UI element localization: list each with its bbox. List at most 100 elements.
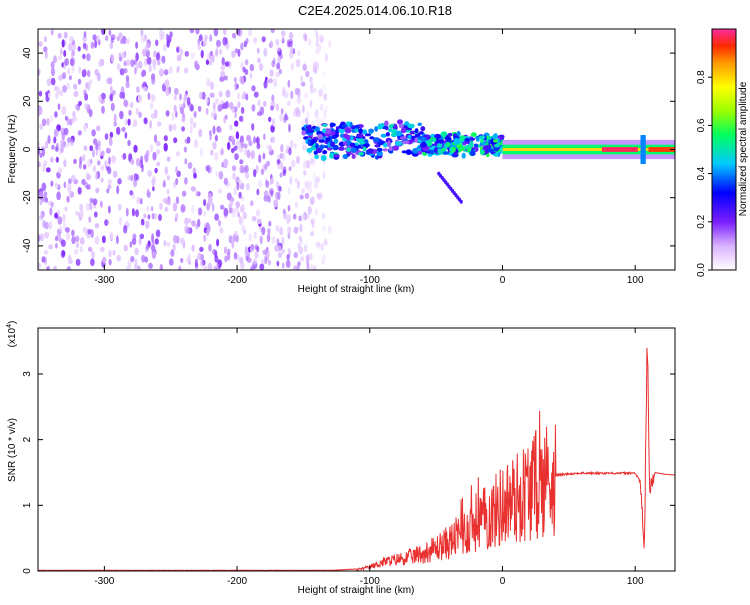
spectrogram-cell: [50, 180, 54, 187]
carrier-peak: [602, 147, 638, 152]
colorbar-tick-label: 0.4: [696, 166, 707, 180]
spectrogram-cell: [89, 145, 94, 152]
spectrogram-cell: [306, 257, 310, 267]
spectrogram-cell: [296, 95, 302, 105]
y-tick-label: 0: [22, 146, 33, 152]
spectrogram-cell: [330, 141, 335, 148]
spectrogram-cell: [107, 77, 113, 85]
spectrogram-cell: [95, 187, 100, 194]
spectrogram-cell: [53, 265, 57, 270]
spectrogram-cell: [313, 87, 317, 93]
spectrogram-cell: [179, 93, 182, 101]
spectrogram-cell: [123, 244, 128, 252]
spectrogram-cell: [230, 135, 235, 141]
spectrogram-cell: [197, 207, 203, 216]
spectrogram-cell: [281, 30, 286, 37]
spectrogram-cell: [77, 187, 82, 195]
spectrogram-cell: [121, 35, 127, 45]
spectrogram-cell: [48, 221, 53, 230]
spectrogram-cell: [245, 93, 249, 101]
spectrogram-cell: [100, 165, 105, 171]
spectrogram-cell: [315, 176, 320, 184]
spectrogram-cell: [105, 147, 111, 154]
spectrogram-cell: [175, 178, 179, 186]
spectrogram-cell: [292, 111, 296, 117]
spectrogram-cell: [189, 117, 194, 126]
spectrogram-cell: [63, 159, 67, 168]
spectrogram-cell: [346, 121, 351, 127]
spectrogram-cell: [145, 220, 150, 229]
spectrogram-cell: [417, 151, 423, 155]
spectrogram-cell: [124, 131, 128, 139]
spectrogram-cell: [105, 165, 110, 171]
spectrogram-cell: [216, 39, 221, 48]
spectrogram-cell: [88, 246, 92, 252]
spectrogram-cell: [117, 203, 122, 211]
spectrogram-cell: [324, 105, 329, 112]
spectrogram-cell: [231, 240, 235, 249]
spectrogram-cell: [267, 228, 271, 235]
spectrogram-cell: [312, 172, 316, 179]
spectrogram-cell: [494, 143, 500, 148]
spectrogram-cell: [61, 132, 65, 141]
spectrogram-cell: [77, 130, 82, 136]
spectrogram-cell: [161, 31, 166, 38]
spectrogram-cell: [119, 91, 124, 99]
spectrogram-cell: [180, 204, 186, 213]
spectrogram-cell: [215, 262, 219, 268]
spectrogram-cell: [275, 38, 280, 46]
spectrogram-cell: [238, 191, 242, 199]
spectrogram-cell: [60, 239, 66, 247]
spectrogram-cell: [135, 41, 139, 49]
spectrogram-cell: [326, 147, 333, 151]
spectrogram-cell: [228, 101, 234, 110]
spectrogram-cell: [440, 133, 447, 138]
spectrogram-cell: [377, 125, 383, 130]
spectrogram-cell: [154, 238, 159, 245]
spectrogram-cell: [47, 135, 51, 144]
spectrogram-cell: [53, 136, 57, 144]
spectrogram-cell: [123, 68, 128, 74]
spectrogram-cell: [305, 125, 310, 130]
spectrogram-cell: [186, 227, 191, 234]
spectrogram-cell: [205, 107, 209, 115]
spectrogram-cell: [224, 61, 230, 67]
spectrogram-cell: [110, 102, 115, 112]
x-tick-label: 100: [627, 576, 644, 587]
spectrogram-cell: [208, 243, 212, 252]
spectrogram-cell: [91, 250, 95, 260]
spectrogram-cell: [275, 225, 279, 232]
spectrogram-cell: [82, 53, 86, 60]
spectrogram-cell: [362, 129, 368, 135]
spectrogram-cell: [108, 258, 112, 266]
spectrogram-cell: [129, 241, 133, 248]
spectrogram-cell: [239, 159, 244, 165]
spectrogram-cell: [500, 134, 505, 139]
spectrogram-cell: [242, 211, 247, 220]
spectrogram-cell: [305, 70, 310, 78]
spectrogram-cell: [44, 140, 49, 149]
spectrogram-cell: [96, 125, 101, 132]
spectrogram-cell: [71, 43, 76, 51]
spectrogram-cell: [94, 69, 99, 76]
spectrogram-cell: [235, 201, 240, 209]
spectrogram-cell: [166, 175, 171, 181]
spectrogram-cell: [85, 82, 89, 89]
spectrogram-cell: [253, 91, 259, 98]
spectrogram-cell: [41, 118, 47, 127]
spectrogram-cell: [335, 128, 340, 135]
spectrogram-cell: [244, 69, 249, 75]
spectrogram-cell: [232, 32, 237, 39]
spectrogram-cell: [94, 39, 98, 49]
spectrogram-cell: [140, 36, 146, 43]
spectrogram-cell: [123, 225, 128, 234]
spectrogram-cell: [136, 265, 141, 270]
spectrogram-cell: [289, 46, 294, 54]
spectrogram-cell: [447, 132, 453, 137]
spectrogram-cell: [279, 172, 283, 178]
spectrogram-cell: [146, 206, 150, 212]
spectrogram-cell: [420, 142, 427, 148]
spectrogram-cell: [414, 137, 419, 143]
spectrogram-cell: [319, 103, 324, 112]
spectrogram-cell: [255, 137, 259, 143]
